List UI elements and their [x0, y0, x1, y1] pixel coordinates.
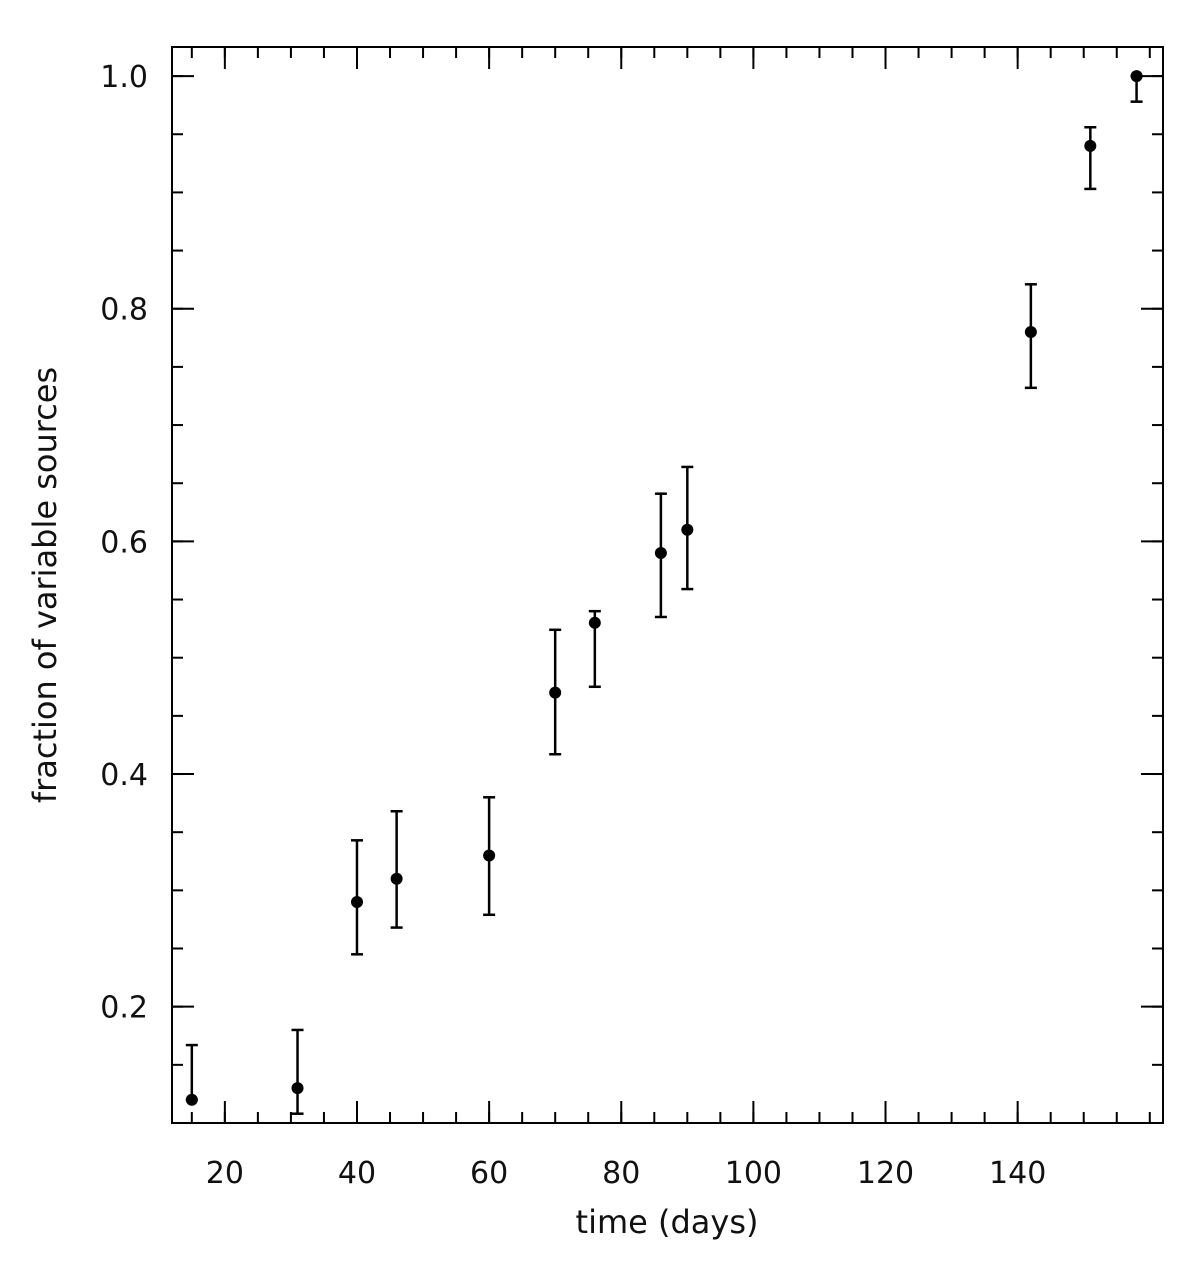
- data-point: [1130, 70, 1143, 83]
- y-tick-label: 0.2: [100, 991, 148, 1026]
- x-tick-label: 120: [857, 1156, 914, 1191]
- x-tick-label: 40: [338, 1156, 376, 1191]
- data-point: [483, 849, 496, 862]
- data-point: [681, 523, 694, 536]
- data-point: [549, 686, 562, 699]
- data-point: [1084, 139, 1097, 152]
- x-tick-label: 20: [206, 1156, 244, 1191]
- x-axis-label: time (days): [576, 1203, 759, 1241]
- data-point: [350, 895, 363, 908]
- data-point: [291, 1082, 304, 1095]
- data-point: [1024, 325, 1037, 338]
- x-tick-label: 80: [602, 1156, 640, 1191]
- data-point: [390, 872, 403, 885]
- x-tick-label: 100: [725, 1156, 782, 1191]
- x-tick-label: 140: [989, 1156, 1046, 1191]
- y-tick-label: 0.6: [100, 525, 148, 560]
- data-point: [588, 616, 601, 629]
- y-axis-label: fraction of variable sources: [26, 367, 64, 803]
- data-point: [654, 547, 667, 560]
- data-point: [185, 1093, 198, 1106]
- x-tick-label: 60: [470, 1156, 508, 1191]
- axis-ticks: [172, 47, 1163, 1124]
- y-tick-label: 0.4: [100, 758, 148, 793]
- plot-frame: [171, 46, 1164, 1124]
- y-tick-label: 0.8: [100, 293, 148, 328]
- tick-labels: 20 40 60 80 100 120 140 0.2 0.4 0.6 0.8 1.0: [100, 60, 1046, 1191]
- data-points: [185, 70, 1143, 1115]
- y-tick-label: 1.0: [100, 60, 148, 95]
